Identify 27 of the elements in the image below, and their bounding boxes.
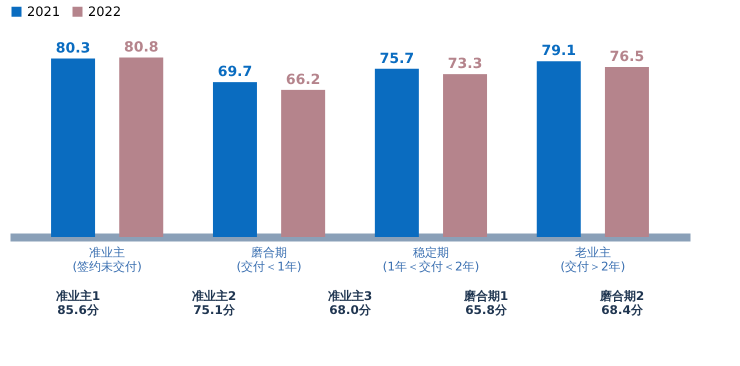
bar — [51, 58, 96, 237]
data-label: 80.8 — [124, 39, 158, 56]
legend-label: 2022 — [88, 4, 122, 20]
data-label: 69.7 — [218, 64, 252, 80]
text: 磨合期2 68.4分 — [598, 289, 644, 317]
legend-label: 2021 — [27, 4, 60, 20]
bar — [281, 90, 326, 237]
bar — [443, 74, 488, 237]
bar — [604, 67, 649, 237]
text: 磨合期1 65.8分 — [462, 289, 508, 317]
data-label: 75.7 — [380, 50, 414, 67]
data-label: 73.3 — [448, 56, 482, 72]
data-label: 76.5 — [610, 49, 644, 65]
x-tick-label: 磨合期 (交付＜1年) — [236, 246, 302, 274]
x-tick-label: 准业主 (签约未交付) — [72, 246, 142, 274]
x-tick-label: 老业主 (交付＞2年) — [560, 246, 626, 274]
text: 准业主3 68.0分 — [328, 289, 372, 317]
text: 准业主2 75.1分 — [192, 289, 236, 317]
text: 准业主1 85.6分 — [56, 289, 100, 317]
bar — [119, 57, 164, 237]
data-label: 80.3 — [56, 40, 90, 57]
x-tick-label: 稳定期 (1年＜交付＜2年) — [382, 246, 480, 274]
data-label: 66.2 — [286, 72, 320, 88]
bar — [374, 68, 419, 237]
bar — [212, 82, 257, 237]
data-label: 79.1 — [542, 43, 576, 60]
bar — [536, 61, 581, 237]
